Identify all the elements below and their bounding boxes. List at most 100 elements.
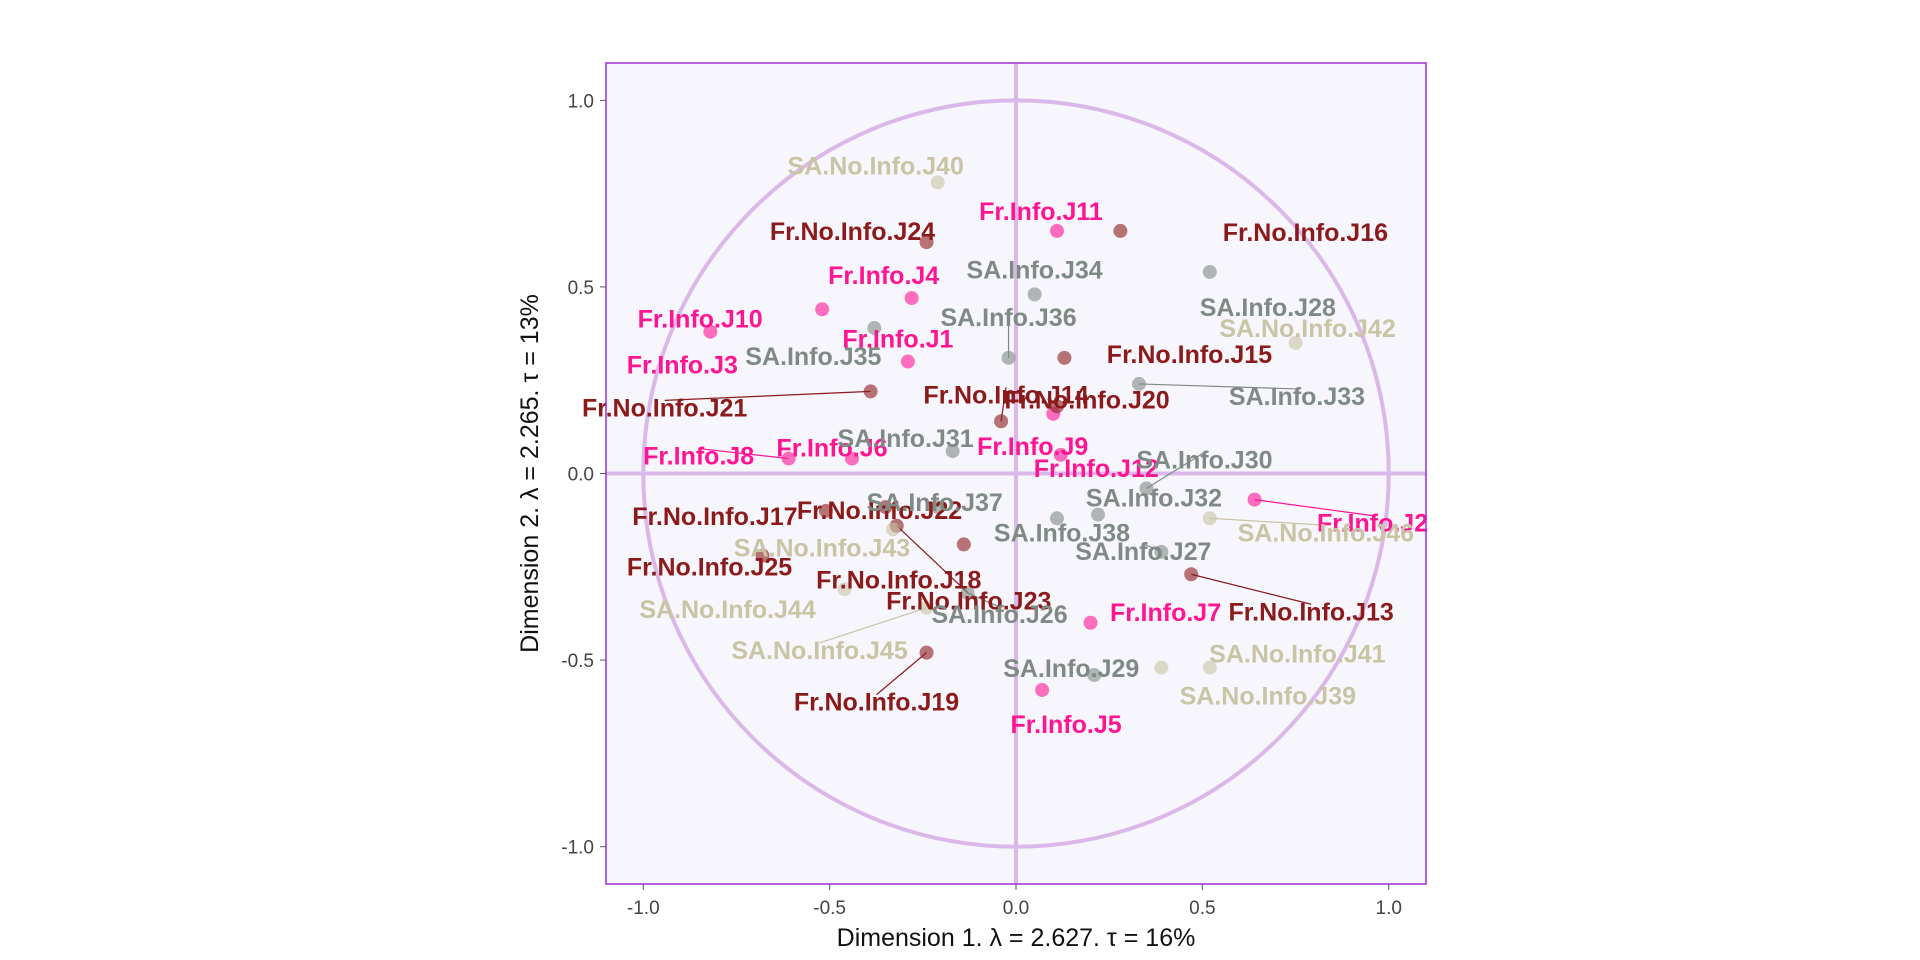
label-sa-info-j36: SA.Info.J36: [940, 304, 1076, 332]
label-fr-no-info-j14: Fr.No.Info.J14: [923, 381, 1088, 409]
label-sa-no-info-j44: SA.No.Info.J44: [639, 596, 816, 624]
label-sa-no-info-j42: SA.No.Info.J42: [1219, 315, 1395, 343]
leader-sa-no-info-j46: [1209, 517, 1326, 526]
label-fr-no-info-j16: Fr.No.Info.J16: [1223, 219, 1388, 247]
point-sa-no-info-j44: [837, 582, 852, 597]
label-fr-info-j1: Fr.Info.J1: [842, 326, 953, 354]
data-points: [703, 175, 1303, 697]
leader-fr-info-j2: [1254, 499, 1373, 517]
x-tick-label: 0.5: [1189, 898, 1215, 919]
point-sa-info-j33: [1132, 376, 1146, 391]
label-sa-info-j32: SA.Info.J32: [1086, 485, 1222, 513]
x-tick-label: 1.0: [1376, 898, 1402, 919]
point-fr-no-info-j19: [919, 645, 934, 660]
y-axis: -1.0 -0.5 0.0 0.5 1.0: [561, 91, 606, 859]
leader-fr-info-j8: [698, 447, 789, 460]
unit-circle-group: [641, 98, 1391, 849]
point-fr-no-info-j16: [1113, 223, 1128, 238]
point-fr-no-info-j13: [1184, 567, 1199, 582]
point-sa-info-j28: [1202, 264, 1217, 279]
label-sa-info-j31: SA.Info.J31: [838, 425, 974, 453]
point-sa-info-j35: [867, 320, 882, 335]
label-fr-info-j7: Fr.Info.J7: [1110, 599, 1221, 627]
label-fr-no-info-j25: Fr.No.Info.J25: [627, 554, 792, 582]
label-sa-no-info-j40: SA.No.Info.J40: [788, 152, 964, 180]
point-sa-no-info-j43: [886, 522, 900, 537]
label-sa-info-j38: SA.Info.J38: [994, 519, 1130, 547]
point-fr-no-info-j24: [919, 235, 934, 250]
label-sa-info-j29: SA.Info.J29: [1003, 655, 1139, 683]
point-labels: Fr.Info.J1 Fr.Info.J2 Fr.Info.J3 Fr.Info.J4…: [582, 152, 1428, 739]
y-tick-label: 1.0: [568, 91, 594, 112]
y-axis-title: Dimension 2. λ = 2.265. τ = 13%: [516, 294, 544, 653]
label-fr-info-j12: Fr.Info.J12: [1034, 455, 1159, 483]
point-sa-no-info-j42: [1288, 335, 1303, 350]
label-fr-info-j3: Fr.Info.J3: [627, 352, 738, 380]
point-sa-info-j36: [1001, 350, 1016, 365]
point-fr-info-j7: [1083, 615, 1098, 630]
point-fr-info-j1: [900, 354, 915, 369]
point-sa-no-info-j41: [1154, 660, 1169, 675]
point-fr-no-info-j15: [1057, 350, 1072, 365]
label-fr-no-info-j13: Fr.No.Info.J13: [1229, 598, 1394, 626]
label-fr-no-info-j17: Fr.No.Info.J17: [632, 503, 797, 531]
leader-fr-no-info-j19: [876, 652, 927, 696]
point-fr-info-j9: [1053, 447, 1068, 462]
x-axis: -1.0 -0.5 0.0 0.5 1.0: [627, 884, 1402, 919]
label-fr-no-info-j21: Fr.No.Info.J21: [582, 394, 747, 422]
point-fr-no-info-j25: [755, 548, 770, 563]
label-fr-info-j10: Fr.Info.J10: [638, 305, 763, 333]
point-fr-info-j3: [703, 324, 718, 339]
point-sa-no-info-j40: [930, 175, 945, 190]
label-sa-info-j37: SA.Info.J37: [867, 489, 1003, 517]
point-fr-no-info-j22: [878, 500, 893, 515]
label-sa-info-j27: SA.Info.J27: [1075, 538, 1211, 566]
label-fr-no-info-j22: Fr.No.Info.J22: [797, 497, 962, 525]
label-sa-info-j34: SA.Info.J34: [967, 256, 1103, 284]
leader-fr-no-info-j23: [896, 525, 970, 595]
point-sa-info-j30: [1139, 481, 1154, 496]
point-fr-info-j8: [781, 451, 796, 466]
point-sa-info-j29: [1087, 668, 1102, 683]
label-fr-no-info-j15: Fr.No.Info.J15: [1107, 341, 1272, 369]
label-sa-info-j33: SA.Info.J33: [1229, 383, 1365, 411]
label-fr-info-j8: Fr.Info.J8: [643, 443, 754, 471]
point-sa-info-j37: [930, 500, 945, 515]
label-sa-no-info-j46: SA.No.Info.J46: [1238, 519, 1414, 547]
label-sa-no-info-j41: SA.No.Info.J41: [1209, 641, 1386, 669]
unit-circle: [641, 98, 1391, 849]
point-fr-info-j2: [1247, 492, 1262, 507]
leader-sa-info-j30: [1146, 451, 1205, 489]
label-fr-info-j6: Fr.Info.J6: [776, 435, 887, 463]
point-fr-no-info-j18: [956, 537, 971, 552]
label-sa-info-j28: SA.Info.J28: [1200, 294, 1336, 322]
x-axis-title: Dimension 1. λ = 2.627. τ = 16%: [837, 924, 1196, 952]
point-sa-info-j27: [1154, 544, 1169, 559]
label-fr-info-j11: Fr.Info.J11: [979, 198, 1103, 226]
point-sa-info-j26: [960, 585, 975, 600]
point-sa-info-j32: [1091, 507, 1105, 522]
reference-lines: [606, 63, 1426, 884]
label-fr-no-info-j20: Fr.No.Info.J20: [1004, 386, 1169, 414]
point-fr-no-info-j14: [994, 414, 1009, 429]
leader-sa-info-j33: [1138, 383, 1298, 390]
leader-fr-no-info-j13: [1191, 573, 1312, 605]
label-fr-info-j2: Fr.Info.J2: [1317, 510, 1428, 538]
label-sa-no-info-j39: SA.No.Info.J39: [1180, 683, 1356, 711]
label-fr-no-info-j24: Fr.No.Info.J24: [770, 218, 935, 246]
leader-sa-no-info-j45: [819, 607, 927, 644]
point-fr-no-info-j20: [1050, 399, 1064, 414]
y-tick-label: 0.0: [568, 465, 594, 486]
label-fr-no-info-j19: Fr.No.Info.J19: [794, 689, 959, 717]
label-sa-info-j26: SA.Info.J26: [931, 601, 1067, 629]
point-fr-info-j11: [1050, 223, 1064, 238]
label-fr-info-j9: Fr.Info.J9: [977, 433, 1088, 461]
point-sa-no-info-j39: [1202, 660, 1217, 675]
point-fr-info-j4: [904, 291, 919, 306]
x-tick-label: -1.0: [627, 898, 660, 919]
point-fr-info-j5: [1035, 682, 1050, 697]
label-fr-info-j4: Fr.Info.J4: [828, 262, 939, 290]
label-sa-info-j30: SA.Info.J30: [1136, 446, 1272, 474]
point-fr-info-j6: [845, 451, 859, 466]
